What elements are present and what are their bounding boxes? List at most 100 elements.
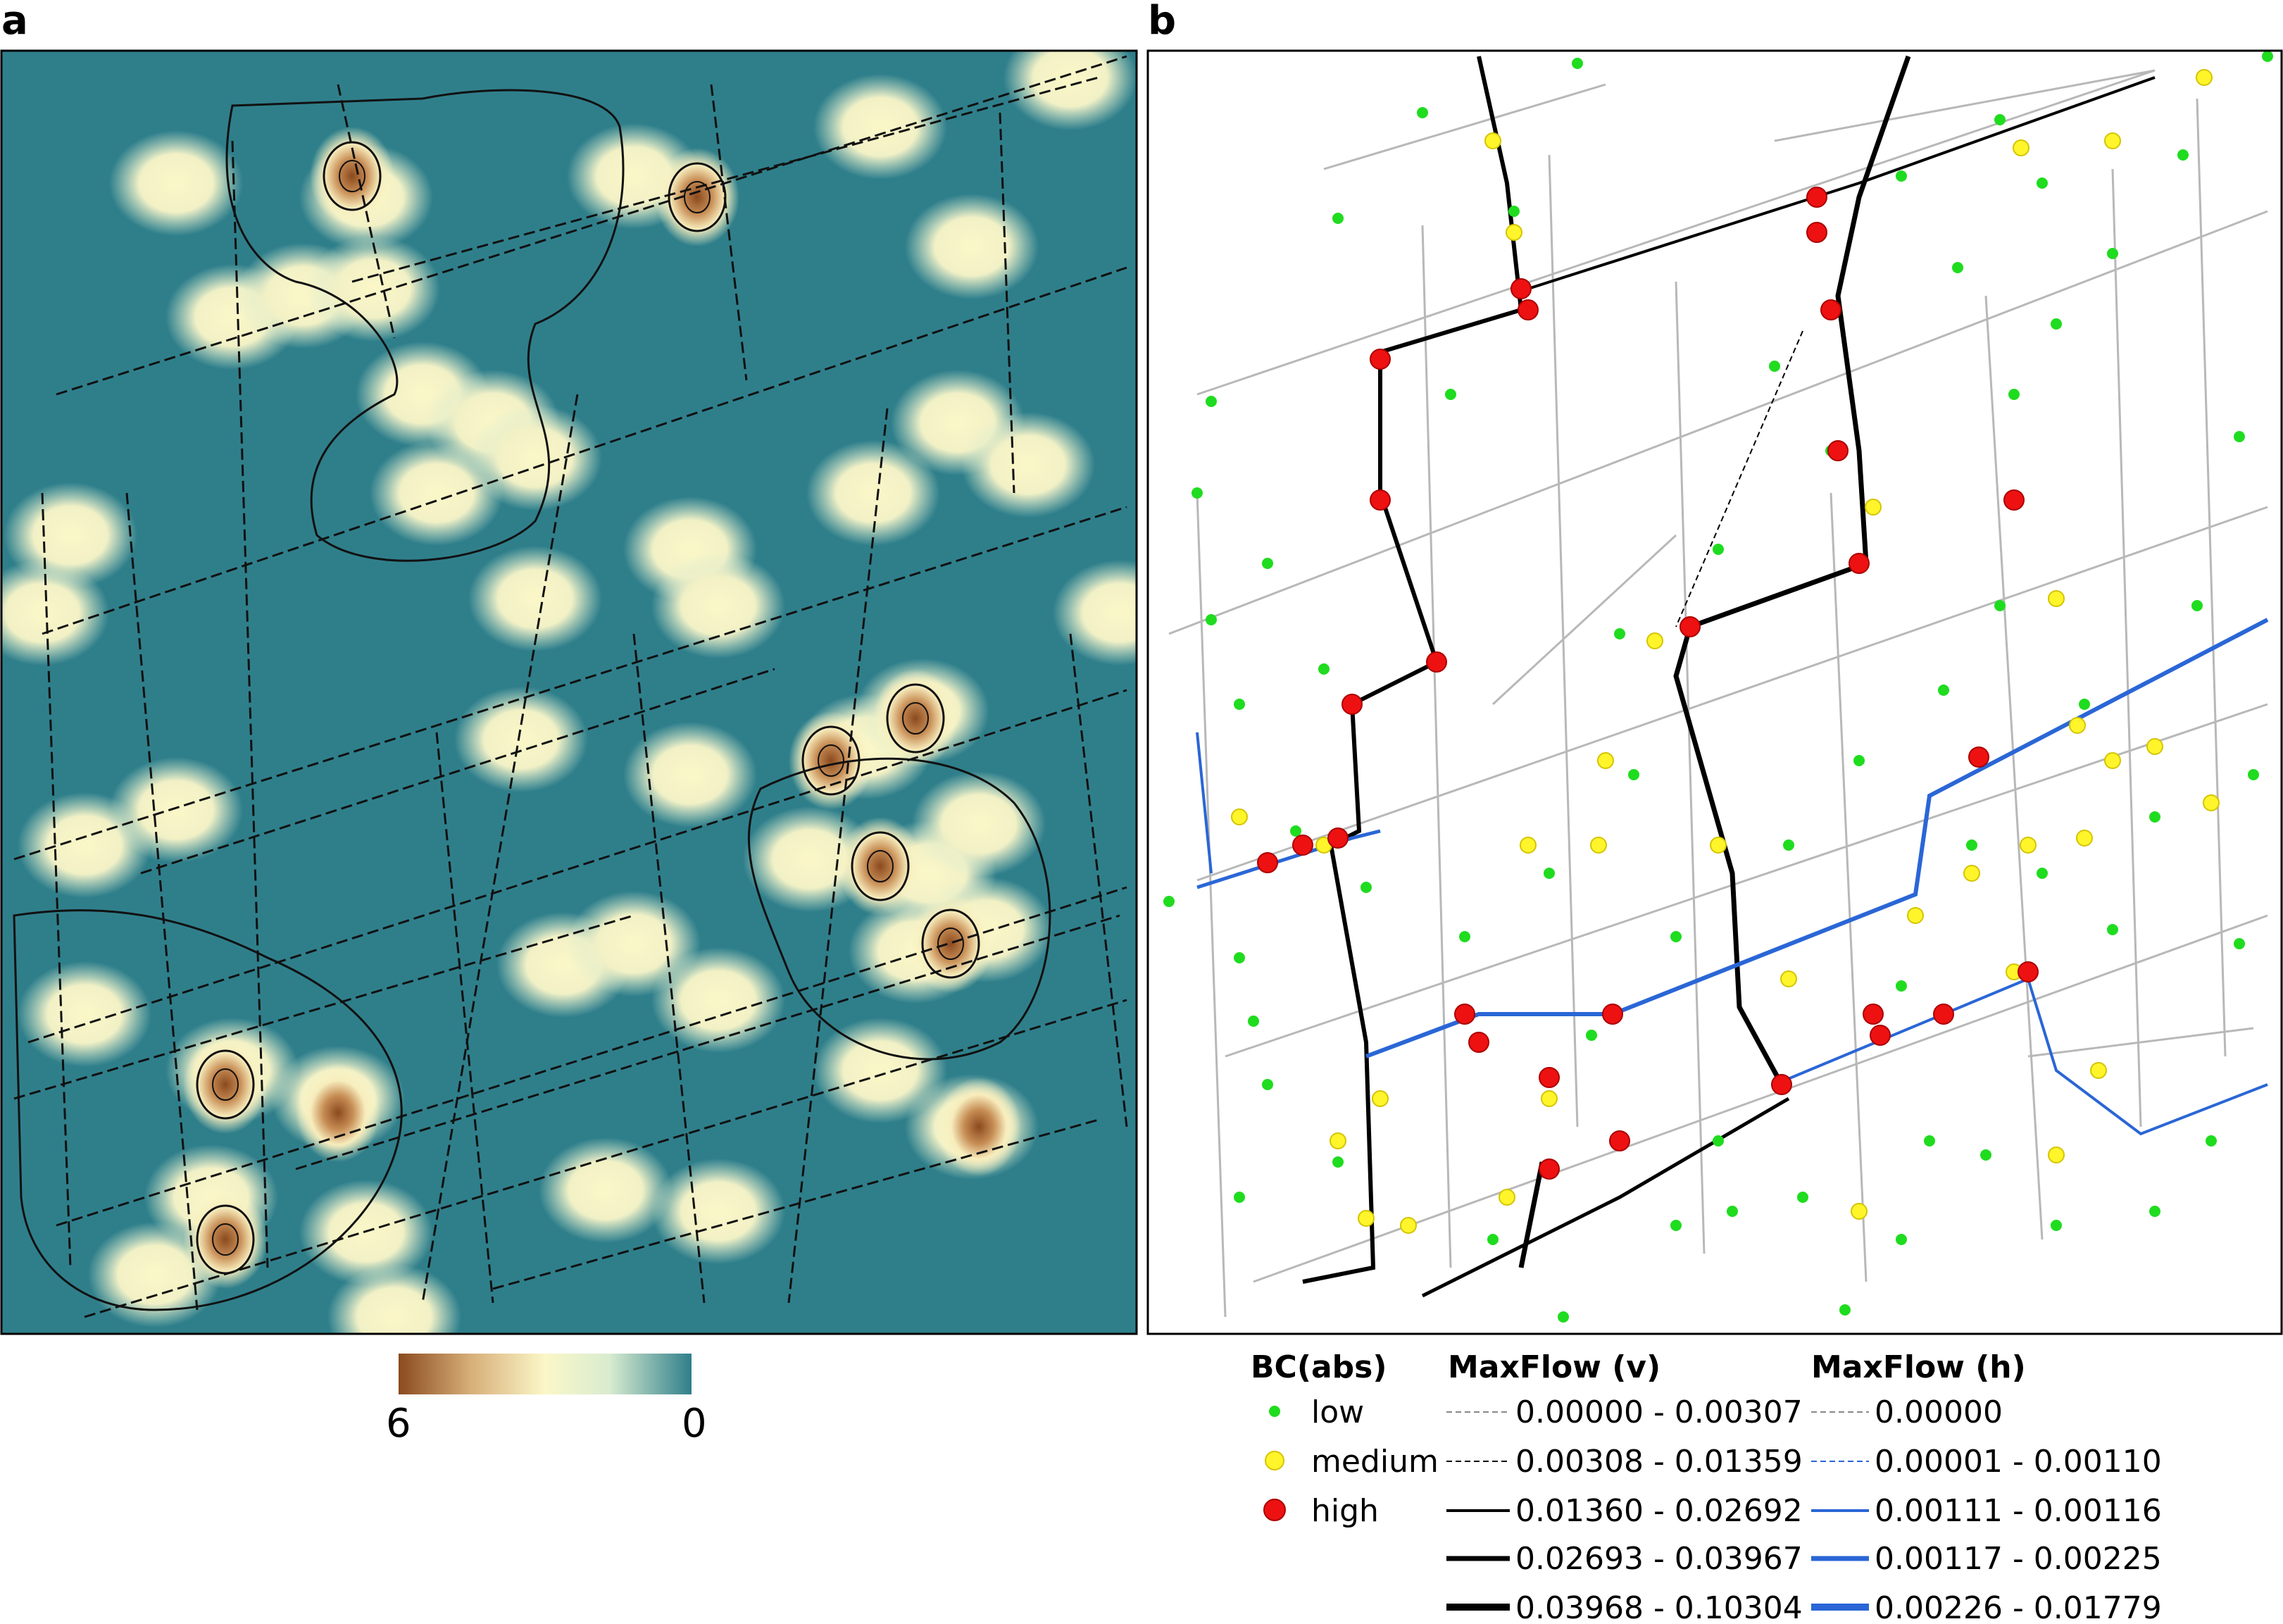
- network-edge: [1196, 69, 2156, 396]
- density-patch: [1053, 560, 1137, 666]
- fracture-trace: [140, 668, 775, 875]
- density-hotspot: [296, 1063, 380, 1162]
- network-node-high: [1454, 1004, 1475, 1025]
- density-patch: [651, 553, 785, 658]
- network-node-low: [1853, 755, 1865, 766]
- fracture-trace: [337, 84, 396, 339]
- density-contour: [902, 702, 929, 735]
- network-node-low: [2051, 1220, 2062, 1231]
- density-contour: [886, 683, 945, 754]
- network-node-medium: [1541, 1090, 1558, 1107]
- fracture-trace: [27, 689, 1127, 1044]
- density-patch: [905, 194, 1039, 299]
- network-node-low: [2262, 51, 2273, 62]
- legend-maxflow-v-title: MaxFlow (v): [1448, 1349, 1660, 1385]
- network-node-low: [1952, 262, 1963, 273]
- density-patch: [651, 947, 785, 1053]
- network-edge: [1548, 154, 1579, 1128]
- network-node-medium: [2196, 69, 2213, 86]
- network-node-low: [2177, 149, 2189, 161]
- network-node-low: [1572, 58, 1583, 69]
- network-node-medium: [1590, 837, 1607, 854]
- fracture-trace: [42, 266, 1127, 635]
- network-edge: [1323, 83, 1606, 170]
- fracture-trace: [435, 732, 494, 1304]
- legend-h-label-3: 0.00111 - 0.00116: [1875, 1493, 2162, 1529]
- network-edge: [1675, 281, 1706, 1254]
- network-node-low: [1614, 628, 1625, 639]
- network-edge: [1829, 492, 1868, 1282]
- network-node-medium: [1780, 970, 1797, 987]
- legend-v-label-5: 0.03968 - 0.10304: [1515, 1590, 1803, 1624]
- network-edge: [1225, 703, 2268, 1058]
- network-edge: [2027, 1027, 2254, 1058]
- network-node-high: [2003, 489, 2025, 511]
- network-node-medium: [2104, 132, 2121, 149]
- network-node-medium: [1231, 808, 1248, 825]
- network-node-medium: [2013, 139, 2029, 156]
- network-node-low: [1896, 170, 1907, 182]
- density-hotspot: [908, 894, 993, 993]
- density-hotspot: [655, 148, 739, 246]
- network-maxflow-v-path: [1421, 1097, 1790, 1298]
- network-edge: [1421, 225, 1452, 1268]
- network-node-high: [1468, 1032, 1489, 1053]
- legend: BC(abs) MaxFlow (v) MaxFlow (h) low medi…: [1251, 1349, 2162, 1624]
- density-hotspot: [183, 1035, 268, 1134]
- network-node-high: [1771, 1074, 1792, 1095]
- fracture-trace: [295, 914, 1120, 1170]
- network-node-high: [1539, 1067, 1560, 1088]
- network-node-medium: [2020, 837, 2037, 854]
- density-hotspot: [183, 1190, 268, 1289]
- network-node-low: [1445, 389, 1456, 400]
- density-patch: [299, 1180, 433, 1285]
- legend-h-label-1: 0.00000: [1875, 1394, 2003, 1430]
- fracture-trace: [787, 408, 889, 1304]
- network-node-low: [1797, 1192, 1808, 1203]
- network-node-high: [1863, 1004, 1884, 1025]
- network-node-low: [1586, 1030, 1597, 1041]
- density-patch: [539, 1137, 673, 1243]
- network-node-low: [1938, 685, 1949, 696]
- network-node-high: [1609, 1130, 1630, 1151]
- network-node-medium: [1865, 499, 1882, 516]
- network-node-low: [1234, 952, 1245, 963]
- network-node-low: [1994, 114, 2006, 125]
- fracture-trace: [13, 914, 634, 1100]
- network-node-low: [2149, 811, 2160, 823]
- network-node-medium: [1372, 1090, 1389, 1107]
- colorbar-bar: [399, 1354, 692, 1394]
- network-node-medium: [1358, 1210, 1375, 1227]
- fracture-trace: [231, 140, 269, 1268]
- colorbar-max-label: 6: [386, 1401, 411, 1447]
- density-contour: [937, 927, 964, 960]
- network-node-low: [1966, 839, 1977, 851]
- network-node-medium: [1506, 224, 1522, 241]
- network-node-low: [1558, 1311, 1569, 1323]
- network-node-high: [2018, 961, 2039, 982]
- network-node-low: [1206, 614, 1217, 625]
- network-node-high: [1327, 827, 1349, 849]
- density-hotspot: [310, 127, 394, 225]
- density-patch: [454, 687, 588, 792]
- network-node-low: [2037, 868, 2048, 879]
- density-patch: [327, 1264, 461, 1334]
- density-hotspot: [838, 817, 922, 916]
- network-node-low: [1318, 663, 1330, 675]
- network-node-high: [1602, 1004, 1623, 1025]
- network-node-low: [2248, 769, 2259, 780]
- network-node-medium: [2048, 590, 2065, 607]
- network-node-high: [1341, 694, 1363, 715]
- network-edge: [1984, 295, 2044, 1240]
- fracture-trace: [1069, 633, 1128, 1128]
- network-edge: [2196, 98, 2227, 1057]
- network-node-low: [1361, 882, 1372, 893]
- network-node-high: [1806, 222, 1827, 243]
- network-node-low: [1508, 206, 1520, 217]
- network-node-high: [1870, 1025, 1891, 1046]
- density-patch: [468, 405, 602, 511]
- fracture-trace: [125, 492, 199, 1311]
- legend-maxflow-h-title: MaxFlow (h): [1811, 1349, 2026, 1385]
- network-node-low: [1544, 868, 1555, 879]
